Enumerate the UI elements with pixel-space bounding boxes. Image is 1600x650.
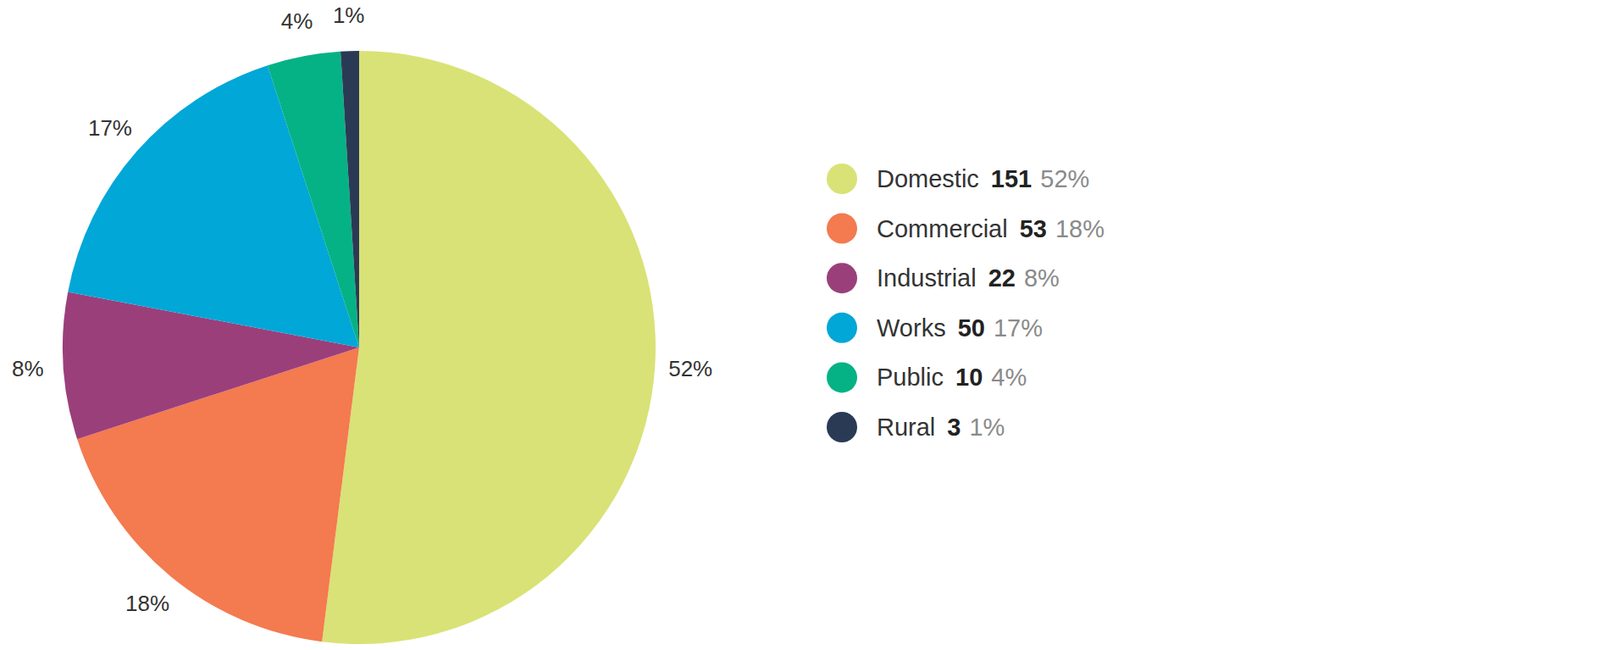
legend-entry: Domestic 151 52% <box>876 165 1090 193</box>
chart: 52% 18% 8% 17% 4% 1% Domestic 151 52% Commercial 5… <box>0 0 1600 650</box>
legend-swatch <box>826 411 858 443</box>
pie-slice <box>267 51 360 348</box>
legend-swatch <box>826 262 858 294</box>
legend-label: Works <box>876 314 947 342</box>
slices <box>62 50 656 644</box>
legend-count: 3 <box>946 413 961 441</box>
slice-label: 1% <box>332 2 366 28</box>
legend-count: 22 <box>988 264 1016 292</box>
legend-swatch <box>826 361 858 393</box>
legend-entry: Public 10 4% <box>876 363 1027 391</box>
legend-entry: Rural 31% <box>876 413 1005 441</box>
legend-label: Rural <box>876 413 936 441</box>
legend-count: 50 <box>957 314 986 342</box>
legend-percent: 1% <box>968 413 1005 441</box>
legend-swatch <box>826 213 858 244</box>
legend-swatch <box>826 163 858 194</box>
legend-count: 53 <box>1019 215 1047 243</box>
legend-label: Commercial <box>876 215 1008 243</box>
legend-percent: 4% <box>991 363 1027 391</box>
legend-label: Domestic <box>876 165 980 193</box>
legend-percent: 8% <box>1024 264 1060 292</box>
pie-slice <box>321 50 656 644</box>
legend-swatch <box>826 312 858 344</box>
legend-count: 151 <box>991 165 1032 193</box>
legend-percent: 18% <box>1055 215 1105 243</box>
slice-label: 52% <box>668 355 713 382</box>
slice-label: 8% <box>11 355 45 382</box>
slice-labels: 52% 18% 8% 17% 4% 1% <box>11 2 713 616</box>
legend-label: Public <box>876 363 944 391</box>
legend: Domestic 151 52% Commercial 53 18% Industrial 2… <box>826 163 1105 443</box>
legend-percent: 52% <box>1040 165 1090 193</box>
legend-count: 10 <box>955 363 983 391</box>
slice-label: 18% <box>125 590 170 616</box>
chart-container: 52% 18% 8% 17% 4% 1% Domestic 151 52% Commercial 5… <box>0 0 1600 650</box>
legend-entry: Works 5017% <box>876 314 1043 342</box>
legend-entry: Commercial 53 18% <box>876 215 1105 243</box>
slice-label: 4% <box>281 8 314 34</box>
legend-percent: 17% <box>993 314 1043 342</box>
pie-slice <box>340 50 360 348</box>
legend-entry: Industrial 22 8% <box>876 264 1060 292</box>
slice-label: 17% <box>88 115 133 141</box>
legend-label: Industrial <box>876 264 977 292</box>
